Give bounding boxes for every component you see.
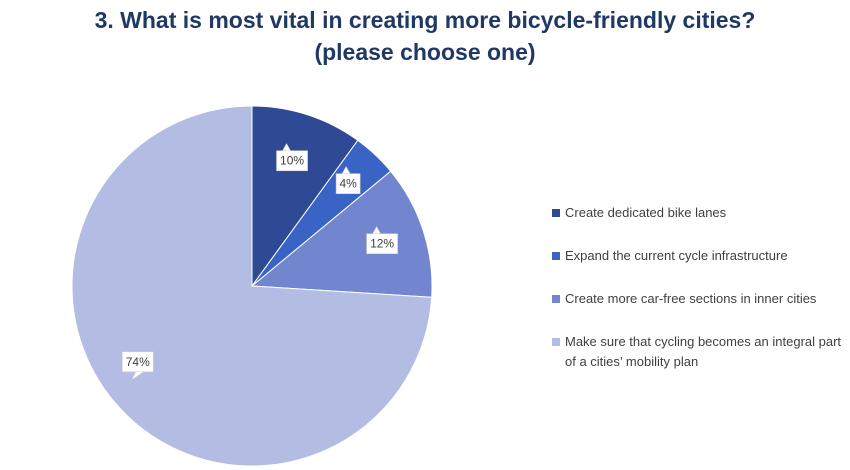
chart-title-line-1: 3. What is most vital in creating more b… <box>94 7 756 33</box>
legend-item-dedicated-bike-lanes: Create dedicated bike lanes <box>552 203 845 223</box>
legend-item-cycling-mobility-plan: Make sure that cycling becomes an integr… <box>552 332 845 372</box>
pie-data-labels: 10% 4% 12% 74% <box>121 143 398 381</box>
data-label-pointer <box>131 371 145 381</box>
data-label-expand-cycle-infrastructure: 4% <box>335 166 361 194</box>
legend-swatch <box>552 209 560 217</box>
legend-label: Create more car-free sections in inner c… <box>565 291 817 306</box>
pie-slice-car-free-sections <box>250 170 433 298</box>
data-label-car-free-sections: 12% <box>366 226 398 255</box>
legend-label: Create dedicated bike lanes <box>565 205 727 220</box>
data-label-text: 74% <box>126 355 150 369</box>
data-label-cycling-mobility-plan: 74% <box>121 351 154 381</box>
chart-title: 3. What is most vital in creating more b… <box>0 4 850 68</box>
data-label-box <box>366 233 398 255</box>
chart-title-line-2: (please choose one) <box>314 39 536 65</box>
pie-slice-cycling-mobility-plan <box>71 105 433 467</box>
legend-swatch <box>552 295 560 303</box>
data-label-pointer <box>341 166 351 174</box>
legend-label: Make sure that cycling becomes an integr… <box>565 334 842 369</box>
data-label-text: 4% <box>339 177 357 191</box>
legend-label: Expand the current cycle infrastructure <box>565 248 788 263</box>
data-label-pointer <box>372 226 382 235</box>
legend-swatch <box>552 252 560 260</box>
data-label-box <box>276 150 308 172</box>
data-label-dedicated-bike-lanes: 10% <box>276 143 308 172</box>
legend-item-expand-cycle-infrastructure: Expand the current cycle infrastructure <box>552 246 845 266</box>
pie-slices <box>71 105 433 467</box>
legend-item-car-free-sections: Create more car-free sections in inner c… <box>552 289 845 309</box>
legend-swatch <box>552 338 560 346</box>
data-label-text: 10% <box>280 154 304 168</box>
data-label-pointer <box>282 143 292 152</box>
data-label-text: 12% <box>370 237 394 251</box>
